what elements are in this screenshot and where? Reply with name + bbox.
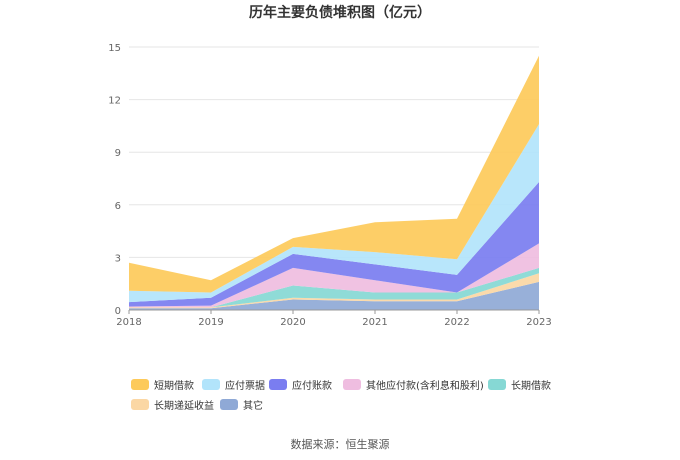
x-tick-label: 2018 [116,317,141,328]
area-series [129,55,539,310]
area-series-5 [129,124,539,303]
area-series-0 [129,281,539,310]
x-tick-label: 2020 [280,317,305,328]
legend-item[interactable]: 应付账款 [269,379,332,392]
legend-swatch [202,379,220,390]
legend-label: 其它 [243,399,263,412]
legend-label: 长期借款 [511,379,551,392]
legend-swatch [488,379,506,390]
y-tick-label: 12 [108,96,121,107]
legend-item[interactable]: 短期借款 [131,379,194,392]
legend-label: 应付账款 [292,379,332,392]
y-tick-label: 6 [115,201,121,212]
area-series-2 [129,267,539,308]
legend-label: 其他应付款(含利息和股利) [366,379,484,392]
legend-swatch [131,379,149,390]
legend-swatch [269,379,287,390]
legend-label: 长期递延收益 [154,399,214,412]
x-tick-label: 2021 [362,317,387,328]
axes: 0 3 6 9 12 15 2018 2019 2020 2021 2022 2023 [108,43,551,328]
y-tick-label: 15 [108,43,121,54]
y-tick-label: 9 [115,148,121,159]
x-tick-label: 2019 [198,317,223,328]
legend-swatch [220,399,238,410]
legend-item[interactable]: 其它 [220,399,263,412]
legend-item[interactable]: 应付票据 [202,379,265,392]
legend-label: 短期借款 [154,379,194,392]
legend-swatch [343,379,361,390]
data-source-note: 数据来源：恒生聚源 [290,438,390,451]
area-series-4 [129,182,539,307]
y-tick-label: 3 [115,253,121,264]
legend-item[interactable]: 长期借款 [488,379,551,392]
x-tick-label: 2023 [526,317,551,328]
legend-item[interactable]: 其他应付款(含利息和股利) [343,379,484,392]
chart-title: 历年主要负债堆积图（亿元） [249,4,431,21]
legend-label: 应付票据 [225,379,265,392]
y-tick-label: 0 [115,306,121,317]
area-series-6 [129,55,539,293]
x-tick-label: 2022 [444,317,469,328]
legend-swatch [131,399,149,410]
area-series-3 [129,243,539,308]
legend-item[interactable]: 长期递延收益 [131,399,214,412]
